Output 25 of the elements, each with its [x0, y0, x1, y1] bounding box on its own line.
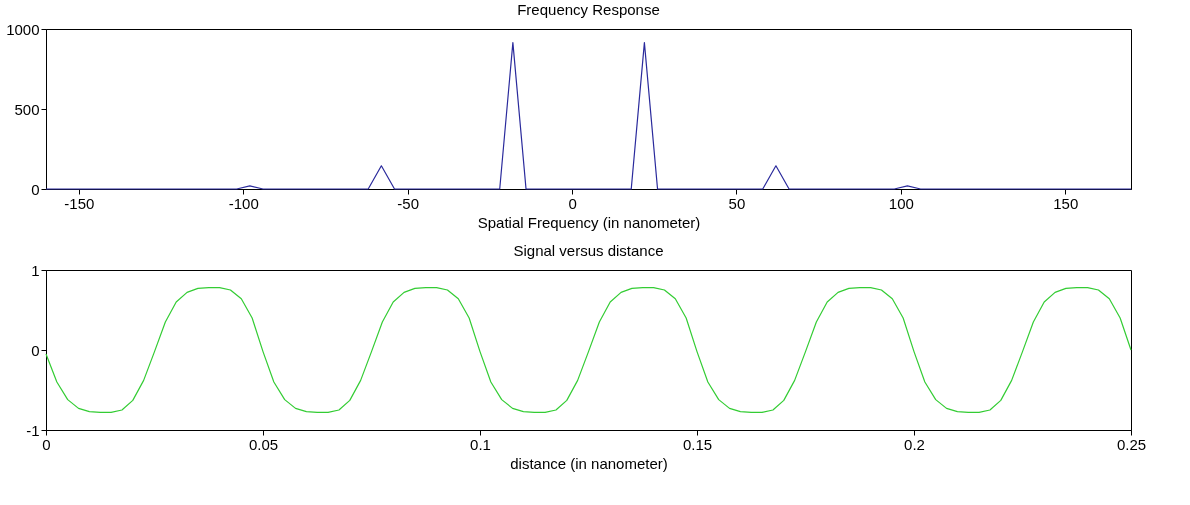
x-tick-label: 0.1: [470, 435, 491, 453]
y-tick-label: -1: [26, 421, 40, 439]
chart-title: Frequency Response: [517, 1, 660, 18]
y-tick-label: 500: [14, 100, 40, 118]
y-tick-label: 0: [31, 180, 40, 198]
chart-title: Signal versus distance: [513, 242, 664, 259]
x-axis-title: distance (in nanometer): [510, 454, 668, 472]
x-tick-label: 0.25: [1116, 435, 1147, 453]
line-series: [45, 287, 1132, 413]
x-tick-label: 0: [42, 435, 51, 453]
x-tick-label: -50: [397, 194, 420, 212]
x-axis-title: Spatial Frequency (in nanometer): [477, 213, 701, 231]
x-tick-label: 0.2: [904, 435, 925, 453]
x-tick-label: 0.05: [248, 435, 279, 453]
y-tick-label: 0: [31, 341, 40, 359]
y-tick-label: 1000: [6, 20, 40, 38]
x-tick-label: 100: [888, 194, 914, 212]
x-tick-label: 50: [728, 194, 746, 212]
x-tick-label: 150: [1053, 194, 1079, 212]
x-tick-label: 0: [568, 194, 577, 212]
x-tick-label: 0.15: [682, 435, 713, 453]
line-series: [45, 42, 1132, 190]
x-tick-label: -150: [64, 194, 95, 212]
y-tick-label: 1: [31, 261, 40, 279]
x-tick-label: -100: [228, 194, 259, 212]
